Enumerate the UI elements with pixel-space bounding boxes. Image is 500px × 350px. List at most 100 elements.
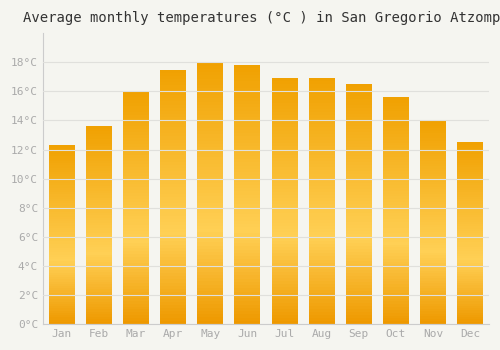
Bar — [197, 92, 223, 95]
Bar — [234, 321, 260, 324]
Bar — [346, 192, 372, 195]
Bar — [272, 300, 297, 302]
Bar — [86, 317, 112, 319]
Bar — [234, 237, 260, 240]
Bar — [346, 105, 372, 108]
Bar — [383, 191, 409, 194]
Bar — [197, 138, 223, 141]
Bar — [234, 191, 260, 195]
Bar — [383, 211, 409, 214]
Bar — [308, 217, 334, 219]
Bar — [234, 153, 260, 156]
Bar — [272, 167, 297, 170]
Bar — [383, 145, 409, 148]
Bar — [86, 190, 112, 193]
Bar — [123, 257, 149, 260]
Bar — [458, 297, 483, 299]
Bar — [160, 245, 186, 248]
Bar — [48, 277, 74, 279]
Bar — [123, 260, 149, 263]
Bar — [308, 97, 334, 100]
Bar — [197, 85, 223, 89]
Bar — [458, 283, 483, 285]
Bar — [458, 308, 483, 310]
Bar — [458, 247, 483, 249]
Bar — [346, 210, 372, 213]
Bar — [458, 226, 483, 229]
Bar — [123, 91, 149, 94]
Bar — [383, 259, 409, 262]
Bar — [420, 225, 446, 228]
Bar — [197, 301, 223, 304]
Bar — [123, 301, 149, 304]
Bar — [458, 149, 483, 151]
Bar — [86, 270, 112, 272]
Bar — [48, 174, 74, 176]
Bar — [420, 123, 446, 126]
Bar — [308, 229, 334, 232]
Bar — [272, 281, 297, 284]
Bar — [272, 118, 297, 121]
Bar — [197, 226, 223, 229]
Bar — [346, 222, 372, 225]
Bar — [308, 131, 334, 134]
Bar — [123, 304, 149, 307]
Bar — [420, 176, 446, 179]
Bar — [458, 301, 483, 303]
Bar — [383, 199, 409, 202]
Bar — [272, 201, 297, 204]
Bar — [383, 315, 409, 318]
Bar — [458, 238, 483, 240]
Bar — [383, 108, 409, 111]
Bar — [197, 111, 223, 115]
Bar — [420, 288, 446, 291]
Bar — [123, 202, 149, 205]
Bar — [234, 272, 260, 275]
Bar — [458, 213, 483, 215]
Bar — [420, 133, 446, 136]
Bar — [123, 219, 149, 222]
Bar — [458, 197, 483, 199]
Bar — [272, 223, 297, 226]
Bar — [272, 161, 297, 164]
Bar — [346, 144, 372, 147]
Bar — [458, 215, 483, 217]
Bar — [48, 293, 74, 295]
Bar — [272, 84, 297, 88]
Bar — [346, 321, 372, 324]
Bar — [197, 150, 223, 154]
Bar — [458, 240, 483, 242]
Bar — [420, 120, 446, 123]
Bar — [197, 183, 223, 187]
Bar — [420, 286, 446, 288]
Bar — [86, 139, 112, 141]
Bar — [383, 106, 409, 108]
Bar — [458, 165, 483, 167]
Bar — [234, 243, 260, 246]
Bar — [420, 197, 446, 199]
Bar — [160, 114, 186, 117]
Bar — [86, 265, 112, 267]
Bar — [48, 205, 74, 208]
Bar — [458, 174, 483, 176]
Bar — [346, 300, 372, 303]
Bar — [197, 65, 223, 69]
Bar — [458, 294, 483, 297]
Bar — [86, 232, 112, 235]
Bar — [346, 249, 372, 252]
Bar — [346, 171, 372, 174]
Bar — [383, 194, 409, 196]
Bar — [420, 260, 446, 263]
Bar — [160, 267, 186, 270]
Bar — [458, 254, 483, 256]
Bar — [197, 190, 223, 193]
Bar — [86, 126, 112, 129]
Bar — [234, 230, 260, 233]
Bar — [197, 108, 223, 111]
Bar — [346, 141, 372, 144]
Bar — [308, 201, 334, 204]
Bar — [234, 140, 260, 143]
Bar — [123, 266, 149, 269]
Bar — [160, 308, 186, 311]
Bar — [160, 105, 186, 108]
